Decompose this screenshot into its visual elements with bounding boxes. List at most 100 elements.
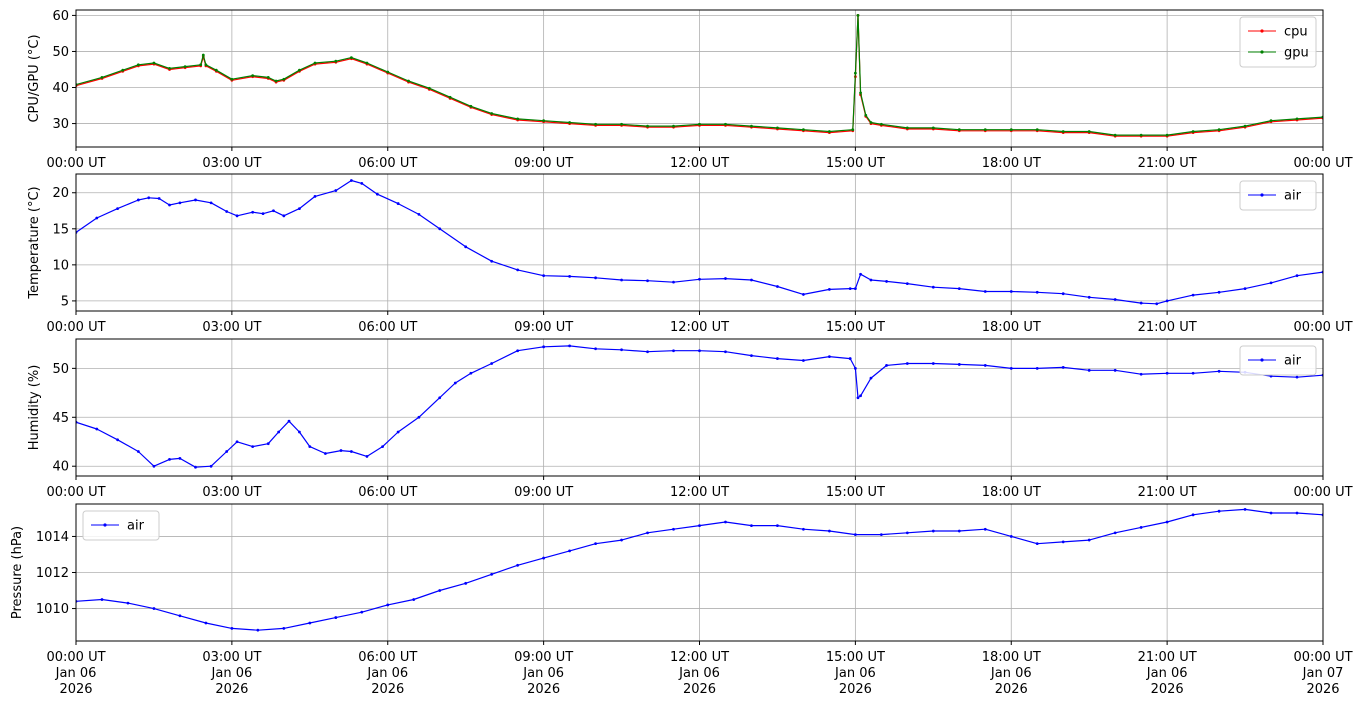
data-point-air: [957, 529, 961, 533]
x-tick-label: 03:00 UT: [202, 320, 261, 335]
data-point-air: [116, 438, 119, 442]
data-point-gpu: [152, 61, 156, 65]
data-point-air: [885, 280, 888, 283]
data-point-air: [1009, 366, 1013, 370]
data-point-air: [1191, 371, 1195, 375]
data-point-air: [282, 626, 286, 630]
data-point-gpu: [334, 59, 338, 63]
data-point-air: [178, 614, 182, 618]
data-point-air: [802, 359, 805, 362]
y-axis-title: Pressure (hPa): [10, 526, 25, 619]
legend-marker-cpu: [1260, 29, 1264, 33]
data-point-gpu: [1243, 124, 1247, 128]
data-point-air: [1139, 372, 1143, 376]
data-point-gpu: [282, 77, 286, 81]
data-point-gpu: [827, 130, 831, 133]
y-axis-title: Humidity (%): [27, 365, 42, 451]
x-tick-label: 15:00 UT: [826, 485, 885, 500]
data-point-gpu: [931, 126, 935, 130]
data-point-air: [116, 207, 119, 211]
legend-label-air: air: [1284, 189, 1302, 204]
data-point-air: [1165, 520, 1169, 524]
data-point-air: [261, 212, 265, 216]
legend: air: [1239, 180, 1317, 211]
data-point-air: [620, 348, 623, 352]
data-point-air: [272, 209, 275, 213]
data-point-air: [251, 445, 255, 449]
data-point-air: [859, 272, 862, 276]
y-tick-label: 5: [61, 294, 69, 309]
x-tick-label: 18:00 UT: [982, 485, 1041, 500]
data-point-air: [349, 179, 353, 182]
legend-marker-air: [1260, 193, 1264, 197]
data-point-air: [983, 364, 987, 367]
x-tick-label: 12:00 UT: [670, 485, 729, 500]
data-point-air: [983, 527, 987, 531]
data-point-air: [126, 601, 130, 605]
data-point-air: [802, 293, 805, 296]
data-point-air: [859, 394, 862, 398]
data-point-air: [95, 216, 99, 220]
data-point-air: [438, 589, 442, 592]
data-point-air: [853, 366, 857, 370]
x-tick-label: 21:00 UT Jan 06 2026: [1138, 650, 1197, 697]
data-point-gpu: [879, 122, 883, 126]
data-point-gpu: [386, 70, 390, 74]
data-point-air: [931, 529, 935, 533]
data-point-gpu: [100, 76, 104, 79]
data-point-air: [1087, 368, 1091, 372]
data-point-air: [594, 542, 597, 546]
data-point-air: [339, 449, 343, 452]
data-point-air: [194, 465, 197, 469]
data-point-air: [360, 610, 364, 614]
data-point-air: [1087, 538, 1091, 542]
legend-marker-gpu: [1260, 50, 1264, 54]
data-point-air: [287, 419, 291, 423]
data-point-gpu: [121, 68, 125, 72]
legend: air: [1239, 345, 1317, 376]
data-point-gpu: [568, 121, 572, 124]
data-point-gpu: [349, 56, 353, 59]
data-point-air: [1165, 371, 1169, 375]
y-tick-label: 40: [52, 81, 69, 96]
data-point-air: [931, 285, 935, 289]
data-point-air: [646, 531, 649, 535]
data-point-air: [490, 572, 494, 576]
series-line-air: [76, 345, 1323, 468]
data-point-gpu: [802, 128, 805, 132]
data-point-air: [178, 456, 182, 460]
data-point-gpu: [851, 128, 855, 132]
data-point-air: [724, 520, 727, 524]
data-point-gpu: [594, 122, 597, 126]
x-tick-label: 12:00 UT: [670, 320, 729, 335]
data-point-air: [1269, 511, 1273, 515]
x-tick-label: 12:00 UT Jan 06 2026: [670, 650, 729, 697]
data-point-air: [168, 203, 171, 207]
data-point-air: [698, 349, 701, 353]
data-point-air: [360, 181, 364, 185]
data-point-air: [848, 357, 852, 360]
data-point-gpu: [274, 79, 278, 83]
data-point-air: [209, 464, 213, 468]
data-point-air: [542, 556, 546, 560]
legend-label-air: air: [127, 519, 145, 534]
data-point-air: [235, 214, 239, 218]
data-point-air: [776, 285, 779, 288]
data-point-gpu: [1191, 130, 1195, 133]
data-point-gpu: [1295, 117, 1299, 121]
data-point-air: [1191, 293, 1195, 297]
data-point-air: [282, 214, 286, 218]
data-point-gpu: [365, 61, 369, 65]
y-axis-title: CPU/GPU (°C): [27, 34, 42, 122]
chart-panel-3: 40 45 50 00:00 UT 03:00 UT 06:00 UT 09:00 UT 12…: [27, 338, 1353, 500]
data-point-air: [194, 198, 197, 202]
x-tick-label: 15:00 UT: [826, 320, 885, 335]
data-point-gpu: [724, 122, 727, 126]
legend: air: [82, 510, 160, 541]
data-point-air: [298, 207, 301, 211]
data-point-gpu: [1113, 133, 1117, 137]
legend-marker-air: [103, 523, 107, 527]
data-point-gpu: [1217, 128, 1221, 132]
data-point-air: [235, 440, 239, 444]
